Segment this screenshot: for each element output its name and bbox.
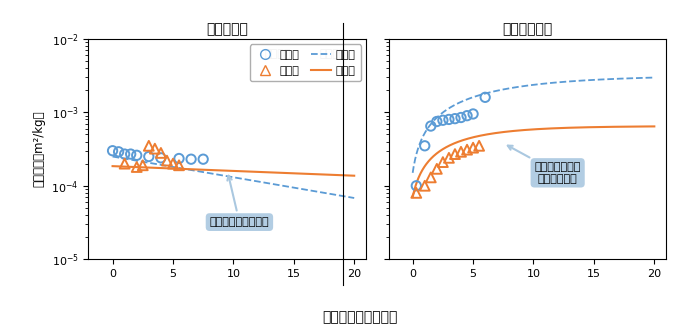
Text: 変化無しまたは微減: 変化無しまたは微減 bbox=[209, 176, 269, 227]
Point bbox=[411, 190, 422, 195]
Text: 増加傾向が継続
して緩やかに: 増加傾向が継続 して緩やかに bbox=[508, 145, 581, 184]
Point bbox=[479, 95, 490, 100]
Point bbox=[186, 156, 197, 162]
Point bbox=[431, 119, 442, 124]
Title: コナラの木材: コナラの木材 bbox=[503, 22, 553, 36]
Point bbox=[167, 161, 178, 166]
Point bbox=[449, 116, 460, 121]
Point bbox=[420, 183, 430, 188]
Point bbox=[107, 148, 118, 153]
Point bbox=[462, 147, 473, 152]
Point bbox=[143, 143, 154, 148]
Point bbox=[437, 159, 448, 165]
Text: 調査地２: 調査地２ bbox=[320, 49, 346, 59]
Point bbox=[426, 175, 437, 180]
Point bbox=[462, 113, 473, 118]
Y-axis label: 濃度指標（m²/kg）: 濃度指標（m²/kg） bbox=[33, 111, 46, 187]
Point bbox=[411, 183, 422, 188]
Point bbox=[119, 152, 130, 157]
Point bbox=[156, 155, 167, 160]
Point bbox=[198, 156, 209, 162]
Point bbox=[426, 123, 437, 129]
Text: 事故後の年数（年）: 事故後の年数（年） bbox=[323, 310, 398, 324]
Point bbox=[125, 152, 136, 157]
Point bbox=[456, 149, 466, 155]
Point bbox=[150, 146, 160, 151]
Point bbox=[437, 118, 448, 123]
Point bbox=[474, 143, 485, 148]
Point bbox=[143, 154, 154, 159]
Point bbox=[468, 145, 479, 150]
Point bbox=[420, 143, 430, 148]
Point bbox=[456, 115, 466, 120]
Point bbox=[468, 111, 479, 117]
Point bbox=[173, 163, 184, 168]
Text: 調査地１: 調査地１ bbox=[265, 49, 291, 59]
Point bbox=[131, 164, 142, 169]
Point bbox=[113, 149, 124, 155]
Point bbox=[443, 155, 454, 160]
Point bbox=[443, 117, 454, 122]
Point bbox=[449, 152, 460, 157]
Point bbox=[173, 156, 184, 161]
Point bbox=[431, 166, 442, 171]
Title: スギの木材: スギの木材 bbox=[207, 22, 248, 36]
Point bbox=[161, 158, 172, 163]
Legend: 観測値, 観測値, モデル, モデル: 観測値, 観測値, モデル, モデル bbox=[250, 44, 360, 81]
Point bbox=[131, 153, 142, 158]
Point bbox=[119, 161, 130, 166]
Point bbox=[137, 163, 148, 168]
Point bbox=[156, 150, 167, 156]
